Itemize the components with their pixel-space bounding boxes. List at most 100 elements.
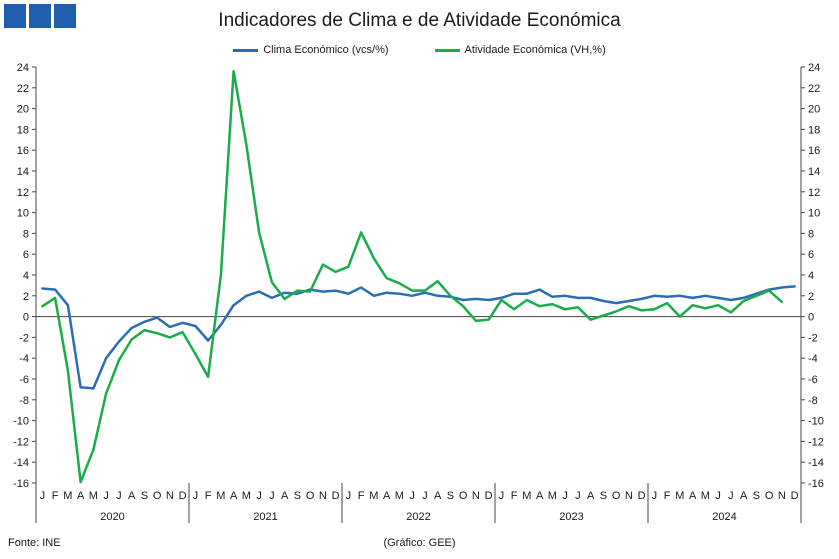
logo-block bbox=[29, 4, 51, 28]
y-tick-label-left: 22 bbox=[17, 83, 29, 95]
y-tick-label-right: 20 bbox=[808, 104, 820, 116]
x-month-label: J bbox=[422, 490, 428, 502]
y-tick-label-left: 6 bbox=[23, 249, 29, 261]
x-month-label: J bbox=[728, 490, 734, 502]
logo bbox=[4, 4, 78, 28]
logo-block bbox=[54, 4, 76, 28]
x-month-label: M bbox=[89, 490, 98, 502]
x-month-label: N bbox=[778, 490, 786, 502]
x-year-label: 2023 bbox=[559, 511, 583, 523]
x-year-label: 2021 bbox=[253, 511, 277, 523]
legend-swatch-atividade bbox=[434, 48, 460, 52]
x-month-label: J bbox=[116, 490, 122, 502]
x-month-label: D bbox=[638, 490, 646, 502]
x-month-label: F bbox=[664, 490, 671, 502]
source-note: Fonte: INE bbox=[8, 537, 61, 549]
y-tick-label-left: -12 bbox=[13, 436, 29, 448]
logo-block bbox=[4, 4, 26, 28]
x-year-label: 2022 bbox=[406, 511, 430, 523]
x-month-label: O bbox=[153, 490, 162, 502]
x-month-label: J bbox=[256, 490, 262, 502]
x-month-label: S bbox=[141, 490, 148, 502]
x-month-label: A bbox=[740, 490, 748, 502]
x-month-label: A bbox=[128, 490, 136, 502]
y-tick-label-left: -4 bbox=[19, 353, 29, 365]
x-month-label: J bbox=[269, 490, 275, 502]
x-month-label: O bbox=[612, 490, 621, 502]
y-tick-label-right: 16 bbox=[808, 145, 820, 157]
x-month-label: N bbox=[625, 490, 633, 502]
x-month-label: M bbox=[395, 490, 404, 502]
chart-title: Indicadores de Clima e de Atividade Econ… bbox=[218, 10, 621, 31]
y-tick-label-left: 10 bbox=[17, 208, 29, 220]
x-month-label: S bbox=[600, 490, 607, 502]
y-tick-label-left: 24 bbox=[17, 62, 29, 74]
y-tick-label-right: 18 bbox=[808, 124, 820, 136]
x-month-label: J bbox=[562, 490, 568, 502]
x-month-label: S bbox=[294, 490, 301, 502]
x-month-label: J bbox=[499, 490, 505, 502]
y-tick-label-right: 22 bbox=[808, 83, 820, 95]
x-month-label: A bbox=[536, 490, 544, 502]
y-tick-label-right: -14 bbox=[808, 457, 824, 469]
x-month-label: J bbox=[193, 490, 199, 502]
y-tick-label-left: 8 bbox=[23, 228, 29, 240]
legend: Clima Económico (vcs/%) Atividade Económ… bbox=[0, 44, 839, 56]
y-tick-label-left: -16 bbox=[13, 478, 29, 490]
x-month-label: M bbox=[675, 490, 684, 502]
legend-label-atividade: Atividade Económica (VH,%) bbox=[464, 44, 606, 56]
x-month-label: M bbox=[242, 490, 251, 502]
legend-label-clima: Clima Económico (vcs/%) bbox=[263, 44, 389, 56]
x-month-label: M bbox=[548, 490, 557, 502]
y-tick-label-left: -10 bbox=[13, 416, 29, 428]
y-tick-label-left: 20 bbox=[17, 104, 29, 116]
legend-swatch-clima bbox=[233, 48, 259, 52]
y-tick-label-right: 2 bbox=[808, 291, 814, 303]
y-tick-label-right: 24 bbox=[808, 62, 820, 74]
y-tick-label-left: 12 bbox=[17, 187, 29, 199]
x-month-label: A bbox=[77, 490, 85, 502]
y-tick-label-right: -16 bbox=[808, 478, 824, 490]
x-month-label: A bbox=[230, 490, 238, 502]
x-month-label: M bbox=[216, 490, 225, 502]
x-month-label: N bbox=[166, 490, 174, 502]
x-month-label: A bbox=[383, 490, 391, 502]
x-month-label: F bbox=[52, 490, 59, 502]
x-month-label: J bbox=[575, 490, 581, 502]
x-month-label: J bbox=[103, 490, 109, 502]
y-tick-label-right: 0 bbox=[808, 312, 814, 324]
x-month-label: D bbox=[332, 490, 340, 502]
y-tick-label-right: 12 bbox=[808, 187, 820, 199]
x-month-label: J bbox=[409, 490, 415, 502]
y-tick-label-left: -14 bbox=[13, 457, 29, 469]
x-month-label: S bbox=[447, 490, 454, 502]
y-tick-label-right: 6 bbox=[808, 249, 814, 261]
y-tick-label-right: -2 bbox=[808, 332, 818, 344]
x-month-label: M bbox=[701, 490, 710, 502]
x-month-label: S bbox=[753, 490, 760, 502]
y-tick-label-right: 8 bbox=[808, 228, 814, 240]
y-tick-label-left: 2 bbox=[23, 291, 29, 303]
x-month-label: M bbox=[63, 490, 72, 502]
legend-item-clima: Clima Económico (vcs/%) bbox=[233, 44, 389, 56]
x-year-label: 2020 bbox=[100, 511, 124, 523]
y-tick-label-right: -4 bbox=[808, 353, 818, 365]
series-line-clima bbox=[41, 285, 796, 390]
y-tick-label-right: 4 bbox=[808, 270, 814, 282]
series-line-atividade bbox=[41, 69, 784, 484]
x-month-label: J bbox=[652, 490, 658, 502]
x-month-label: N bbox=[319, 490, 327, 502]
legend-item-atividade: Atividade Económica (VH,%) bbox=[434, 44, 606, 56]
y-tick-label-right: -8 bbox=[808, 395, 818, 407]
y-tick-label-right: -10 bbox=[808, 416, 824, 428]
y-tick-label-left: 18 bbox=[17, 124, 29, 136]
y-tick-label-left: -8 bbox=[19, 395, 29, 407]
x-month-label: M bbox=[522, 490, 531, 502]
x-month-label: M bbox=[369, 490, 378, 502]
x-month-label: F bbox=[358, 490, 365, 502]
y-tick-label-right: 14 bbox=[808, 166, 820, 178]
y-tick-label-left: -6 bbox=[19, 374, 29, 386]
x-month-label: F bbox=[511, 490, 518, 502]
x-month-label: O bbox=[459, 490, 468, 502]
